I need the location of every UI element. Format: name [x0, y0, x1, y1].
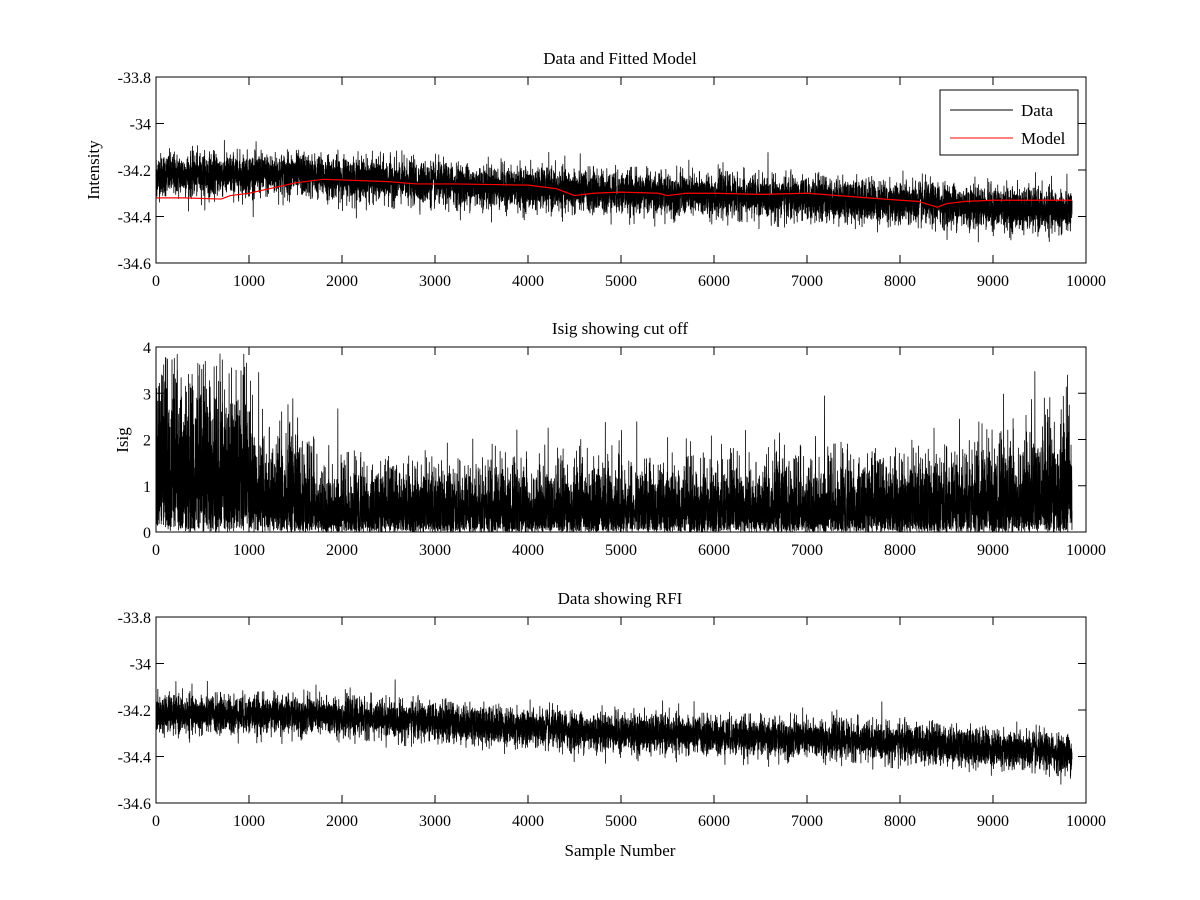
y-tick-label: -34.4 — [118, 210, 151, 227]
y-tick-label: 3 — [143, 386, 151, 403]
chart-3-ticks: 0 1000 2000 3000 4000 5000 6000 7000 8000 9000 100… — [118, 610, 1106, 830]
y-tick-label: -33.8 — [118, 610, 151, 627]
x-tick-label: 0 — [152, 813, 160, 830]
x-tick-label: 5000 — [605, 273, 637, 290]
x-tick-label: 8000 — [884, 813, 916, 830]
chart-3-xlabel: Sample Number — [565, 841, 676, 860]
x-tick-label: 2000 — [326, 813, 358, 830]
x-tick-label: 0 — [152, 273, 160, 290]
chart-3-plot-area — [155, 679, 1073, 785]
chart-1-ticks: 0 1000 2000 3000 4000 5000 6000 7000 8000 9000 100… — [118, 70, 1106, 290]
x-tick-label: 7000 — [791, 813, 823, 830]
x-tick-label: 10000 — [1066, 273, 1106, 290]
chart-1-ylabel: Intensity — [84, 140, 103, 200]
x-tick-label: 1000 — [233, 813, 265, 830]
y-tick-label: -34.4 — [118, 750, 151, 767]
x-tick-label: 3000 — [419, 542, 451, 559]
chart-panel-2: Isig showing cut off 0 1000 2000 3000 4000 50… — [113, 319, 1106, 559]
x-tick-label: 1000 — [233, 273, 265, 290]
x-tick-label: 10000 — [1066, 813, 1106, 830]
y-tick-label: 0 — [143, 525, 151, 542]
x-tick-label: 7000 — [791, 273, 823, 290]
chart-1-plot-area — [155, 139, 1073, 243]
y-tick-label: -34.2 — [118, 163, 151, 180]
x-tick-label: 0 — [152, 542, 160, 559]
chart-2-ylabel: Isig — [113, 427, 132, 453]
x-tick-label: 5000 — [605, 542, 637, 559]
legend-label-data: Data — [1021, 101, 1054, 120]
chart-1-series-model — [156, 178, 1073, 208]
y-tick-label: -33.8 — [118, 70, 151, 87]
y-tick-label: -34.6 — [118, 796, 151, 813]
y-tick-label: -34 — [130, 117, 151, 134]
y-tick-label: -34 — [130, 657, 151, 674]
y-tick-label: 2 — [143, 433, 151, 450]
x-tick-label: 3000 — [419, 813, 451, 830]
legend-box — [939, 89, 1079, 156]
x-tick-label: 9000 — [977, 273, 1009, 290]
chart-3-series-rfi-data — [155, 679, 1073, 785]
chart-2-plot-area — [155, 353, 1073, 532]
x-tick-label: 8000 — [884, 542, 916, 559]
x-tick-label: 7000 — [791, 542, 823, 559]
x-tick-label: 6000 — [698, 542, 730, 559]
x-tick-label: 10000 — [1066, 542, 1106, 559]
x-tick-label: 9000 — [977, 542, 1009, 559]
y-tick-label: -34.6 — [118, 256, 151, 273]
x-tick-label: 6000 — [698, 813, 730, 830]
x-tick-label: 9000 — [977, 813, 1009, 830]
x-tick-label: 2000 — [326, 273, 358, 290]
x-tick-label: 4000 — [512, 813, 544, 830]
chart-panel-3: Data showing RFI 0 1000 2000 3000 4000 5000 60… — [118, 589, 1106, 860]
x-tick-label: 1000 — [233, 542, 265, 559]
legend-label-model: Model — [1021, 129, 1066, 148]
chart-1-legend: Data Model — [939, 89, 1079, 156]
chart-2-title: Isig showing cut off — [552, 319, 688, 338]
x-tick-label: 3000 — [419, 273, 451, 290]
x-tick-label: 6000 — [698, 273, 730, 290]
x-tick-label: 4000 — [512, 273, 544, 290]
x-tick-label: 2000 — [326, 542, 358, 559]
chart-1-series-data — [155, 139, 1073, 243]
chart-3-title: Data showing RFI — [558, 589, 683, 608]
chart-1-title: Data and Fitted Model — [543, 49, 697, 68]
x-tick-label: 4000 — [512, 542, 544, 559]
y-tick-label: -34.2 — [118, 703, 151, 720]
y-tick-label: 1 — [143, 479, 151, 496]
chart-2-ticks: 0 1000 2000 3000 4000 5000 6000 7000 8000 9000 100… — [143, 340, 1106, 559]
chart-2-series-isig — [155, 353, 1073, 532]
chart-panel-1: Data and Fitted Model 0 1000 2000 3000 4000 5… — [84, 49, 1106, 290]
x-tick-label: 5000 — [605, 813, 637, 830]
y-tick-label: 4 — [143, 340, 151, 357]
x-tick-label: 8000 — [884, 273, 916, 290]
